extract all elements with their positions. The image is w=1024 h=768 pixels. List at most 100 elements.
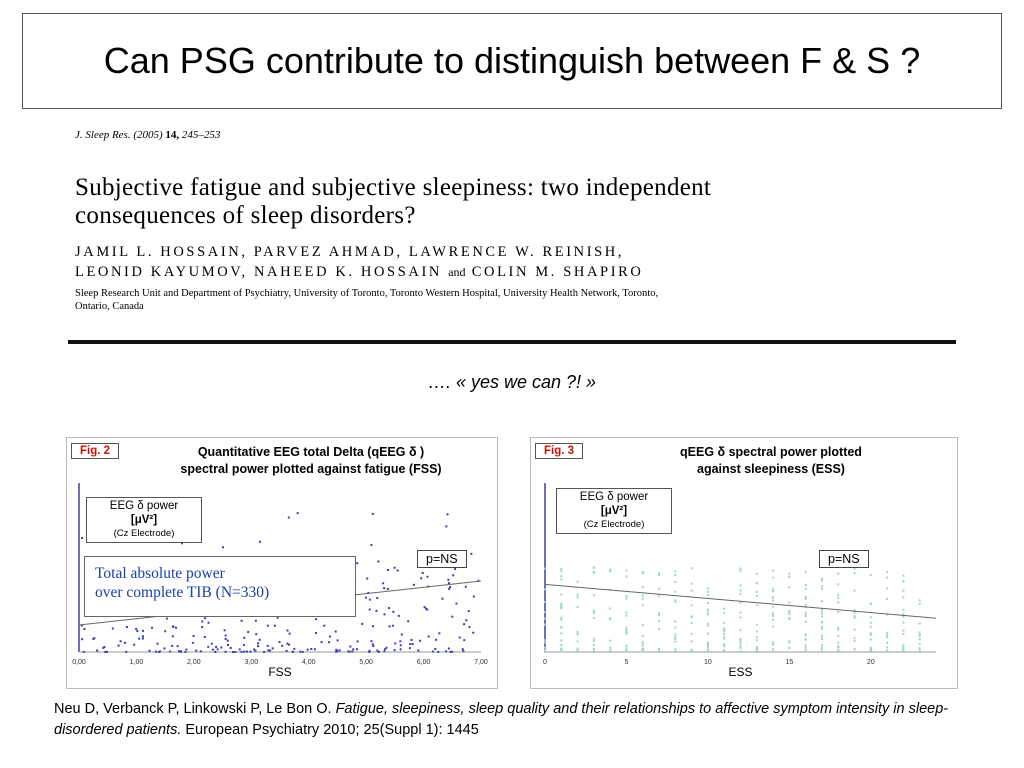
figure-2-data-point bbox=[387, 569, 390, 572]
figure-3-data-point bbox=[918, 650, 921, 653]
figure-2-data-point bbox=[81, 638, 84, 641]
figure-3-data-point bbox=[755, 594, 758, 597]
figure-2-data-point bbox=[356, 562, 359, 565]
authors-line-2a: LEONID KAYUMOV, NAHEED K. HOSSAIN bbox=[75, 264, 442, 280]
figure-3-data-point bbox=[576, 640, 579, 643]
journal-pages: 245–253 bbox=[181, 129, 221, 141]
overlay-line-1: Total absolute power bbox=[95, 565, 225, 582]
figure-2-data-point bbox=[171, 625, 174, 628]
figure-2-data-point bbox=[135, 627, 138, 630]
figure-2-data-point bbox=[472, 595, 475, 598]
figure-3-data-point bbox=[658, 614, 661, 617]
figure-3-data-point bbox=[706, 632, 709, 635]
figure-2-data-point bbox=[117, 644, 120, 647]
authors-line-1: JAMIL L. HOSSAIN, PARVEZ AHMAD, LAWRENCE… bbox=[75, 244, 625, 260]
figure-3-data-point bbox=[788, 575, 791, 578]
figure-2-data-point bbox=[388, 607, 391, 610]
figure-3-data-point bbox=[690, 632, 693, 635]
figure-3-data-point bbox=[788, 611, 791, 614]
figure-3-data-point bbox=[576, 650, 579, 653]
figure-2-data-point bbox=[472, 631, 475, 634]
figure-3-data-point bbox=[739, 567, 742, 570]
figure-2-data-point bbox=[392, 610, 395, 613]
figure-3-data-point bbox=[706, 624, 709, 627]
figure-3-p-value: p=NS bbox=[819, 550, 869, 568]
figure-3-data-point bbox=[772, 648, 775, 651]
figure-2-data-point bbox=[177, 650, 180, 653]
figure-2-x-tick-label: 6,00 bbox=[417, 659, 431, 666]
figure-3-data-point bbox=[739, 616, 742, 619]
journal-year: (2005) bbox=[133, 129, 163, 141]
figure-3-data-point bbox=[869, 616, 872, 619]
figure-3-data-point bbox=[837, 641, 840, 644]
figure-3-data-point bbox=[837, 594, 840, 597]
figure-2-data-point bbox=[376, 596, 379, 599]
figure-3-data-point bbox=[869, 602, 872, 605]
figure-2-data-point bbox=[163, 647, 166, 650]
figure-3-data-point bbox=[723, 632, 726, 635]
figure-2-data-point bbox=[216, 648, 219, 651]
figure-2-data-point bbox=[323, 624, 326, 627]
figure-2-data-point bbox=[185, 648, 188, 651]
figure-3-data-point bbox=[804, 611, 807, 614]
figure-2-data-point bbox=[288, 643, 291, 646]
figure-2-data-point bbox=[141, 637, 144, 640]
figure-2-data-point bbox=[232, 650, 235, 653]
figure-2-data-point bbox=[371, 512, 374, 515]
figure-3-data-point bbox=[576, 648, 579, 651]
figure-3-plot: 0 5 10 15 20 ESS bbox=[543, 483, 937, 679]
figure-3-data-point bbox=[739, 640, 742, 643]
figure-2-data-point bbox=[179, 650, 182, 653]
figure-2-data-point bbox=[258, 638, 261, 641]
figure-2-data-point bbox=[382, 582, 385, 585]
figure-3-data-point bbox=[804, 644, 807, 647]
figure-2-data-point bbox=[293, 647, 296, 650]
figure-2-data-point bbox=[224, 637, 227, 640]
figure-3-data-point bbox=[886, 634, 889, 637]
figure-3-data-point bbox=[886, 597, 889, 600]
figure-3-data-point bbox=[804, 634, 807, 637]
figure-3-data-point bbox=[560, 650, 563, 653]
figure-2-data-point bbox=[124, 641, 127, 644]
figure-2-x-tick-label: 2,00 bbox=[187, 659, 201, 666]
figure-3-data-point bbox=[820, 621, 823, 624]
figure-2-x-tick-label: 0,00 bbox=[72, 659, 86, 666]
figure-3-data-point bbox=[592, 566, 595, 569]
figure-3-data-point bbox=[641, 642, 644, 645]
figure-2-data-point bbox=[247, 630, 250, 633]
figure-2-data-point bbox=[286, 629, 289, 632]
figure-3-data-point bbox=[739, 593, 742, 596]
figure-3-data-point bbox=[690, 582, 693, 585]
figure-3-ylabel-line-3: (Cz Electrode) bbox=[583, 519, 645, 530]
figure-2-data-point bbox=[338, 649, 341, 652]
figure-2-data-point bbox=[142, 635, 145, 638]
figure-2-data-point bbox=[477, 579, 480, 582]
figure-3-data-point bbox=[902, 596, 905, 599]
figure-3-data-point bbox=[739, 642, 742, 645]
figure-3-data-point bbox=[641, 644, 644, 647]
figure-3-data-point bbox=[723, 649, 726, 652]
figure-3-data-point bbox=[739, 584, 742, 587]
figure-3-data-point bbox=[918, 631, 921, 634]
figure-3-data-point bbox=[902, 632, 905, 635]
citation-authors: Neu D, Verbanck P, Linkowski P, Le Bon O… bbox=[54, 701, 332, 717]
figure-2-data-point bbox=[336, 639, 339, 642]
figure-3-data-point bbox=[739, 589, 742, 592]
figure-3-data-point bbox=[690, 615, 693, 618]
figure-3-data-point bbox=[869, 638, 872, 641]
figure-3-data-point bbox=[804, 595, 807, 598]
figure-2-data-point bbox=[255, 633, 258, 636]
figure-2-data-point bbox=[229, 646, 232, 649]
figure-2-data-point bbox=[455, 602, 458, 605]
figure-3-data-point bbox=[804, 646, 807, 649]
figure-2-data-point bbox=[164, 630, 167, 633]
figure-2-data-point bbox=[171, 644, 174, 647]
figure-2-data-point bbox=[370, 543, 373, 546]
figure-3-data-point bbox=[641, 641, 644, 644]
figure-3-data-point bbox=[641, 604, 644, 607]
figure-3-data-point bbox=[853, 637, 856, 640]
figure-2-data-point bbox=[276, 616, 279, 619]
figure-2-data-point bbox=[385, 646, 388, 649]
figure-2-data-point bbox=[370, 640, 373, 643]
figure-2-data-point bbox=[352, 648, 355, 651]
